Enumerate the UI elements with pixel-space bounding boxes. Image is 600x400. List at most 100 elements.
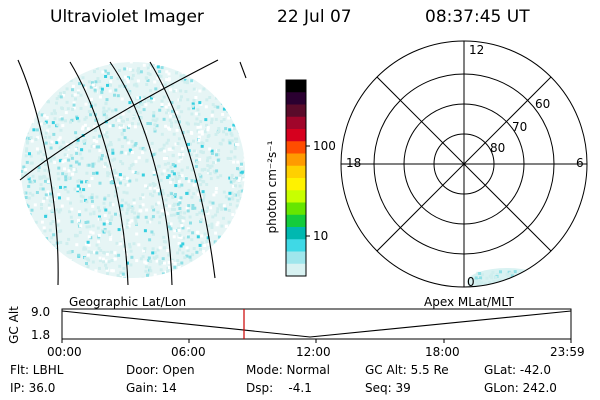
noise-pixel	[39, 233, 43, 236]
colorbar-cell	[286, 80, 306, 93]
noise-pixel	[74, 131, 78, 135]
noise-pixel	[114, 173, 118, 177]
noise-pixel	[120, 123, 124, 127]
noise-pixel	[146, 220, 150, 224]
noise-pixel	[88, 184, 91, 188]
noise-pixel	[37, 166, 41, 169]
noise-pixel	[21, 271, 24, 275]
noise-pixel	[218, 141, 222, 145]
noise-pixel	[21, 227, 25, 231]
noise-pixel	[232, 123, 236, 127]
noise-pixel	[50, 200, 54, 204]
noise-pixel	[243, 84, 245, 88]
noise-pixel	[152, 256, 156, 260]
noise-pixel	[93, 128, 97, 132]
noise-pixel	[129, 249, 133, 253]
noise-pixel	[147, 259, 151, 262]
noise-pixel	[229, 180, 233, 184]
noise-pixel	[134, 221, 138, 225]
noise-pixel	[144, 215, 148, 219]
noise-pixel	[222, 82, 226, 85]
noise-pixel	[170, 192, 174, 196]
colorbar-cell	[286, 141, 306, 155]
noise-pixel	[155, 124, 159, 128]
noise-pixel	[166, 193, 170, 197]
noise-pixel	[118, 84, 122, 88]
noise-pixel	[144, 269, 148, 273]
noise-pixel	[513, 270, 517, 274]
noise-pixel	[35, 191, 39, 194]
noise-pixel	[111, 124, 115, 128]
noise-pixel	[40, 113, 44, 117]
noise-pixel	[111, 158, 115, 162]
noise-pixel	[180, 183, 184, 187]
noise-pixel	[63, 269, 66, 273]
noise-pixel	[242, 85, 245, 89]
noise-pixel	[116, 178, 120, 182]
noise-pixel	[180, 268, 184, 272]
noise-pixel	[86, 272, 90, 276]
noise-pixel	[67, 158, 71, 162]
noise-pixel	[89, 113, 93, 117]
noise-pixel	[231, 238, 235, 242]
noise-pixel	[158, 108, 162, 112]
noise-pixel	[169, 165, 173, 169]
noise-pixel	[108, 233, 112, 237]
noise-pixel	[69, 142, 73, 146]
noise-pixel	[66, 251, 70, 255]
noise-pixel	[21, 121, 24, 125]
noise-pixel	[145, 76, 149, 80]
noise-pixel	[43, 229, 47, 233]
noise-pixel	[25, 129, 29, 133]
noise-pixel	[44, 131, 48, 135]
noise-pixel	[131, 206, 135, 210]
noise-pixel	[237, 82, 241, 86]
noise-pixel	[176, 279, 179, 282]
noise-pixel	[68, 210, 72, 214]
noise-pixel	[210, 223, 214, 227]
noise-pixel	[60, 106, 64, 110]
noise-pixel	[44, 193, 48, 197]
noise-pixel	[127, 126, 130, 130]
noise-pixel	[186, 166, 189, 170]
noise-pixel	[46, 190, 50, 194]
noise-pixel	[166, 176, 170, 179]
noise-pixel	[485, 276, 489, 280]
noise-pixel	[161, 272, 165, 276]
noise-pixel	[69, 215, 73, 219]
noise-pixel	[185, 79, 189, 83]
noise-pixel	[475, 279, 479, 283]
noise-pixel	[65, 87, 69, 91]
noise-pixel	[163, 149, 167, 153]
noise-pixel	[30, 180, 34, 184]
noise-pixel	[169, 88, 172, 92]
noise-pixel	[27, 251, 31, 255]
noise-pixel	[31, 242, 35, 246]
noise-pixel	[476, 271, 480, 275]
noise-pixel	[49, 195, 53, 199]
noise-pixel	[205, 240, 209, 243]
noise-pixel	[105, 145, 109, 149]
info-ip: IP: 36.0	[10, 381, 56, 395]
noise-pixel	[504, 280, 508, 284]
noise-pixel	[177, 159, 181, 163]
noise-pixel	[210, 151, 214, 155]
noise-pixel	[177, 228, 181, 232]
noise-pixel	[98, 256, 102, 260]
noise-pixel	[198, 125, 202, 129]
noise-pixel	[527, 276, 530, 280]
noise-pixel	[141, 146, 145, 150]
noise-pixel	[84, 126, 88, 130]
noise-pixel	[97, 240, 101, 244]
noise-pixel	[187, 149, 191, 153]
noise-pixel	[87, 80, 91, 84]
noise-pixel	[170, 170, 174, 174]
noise-pixel	[182, 236, 186, 240]
noise-pixel	[114, 88, 118, 92]
noise-pixel	[50, 236, 54, 240]
noise-pixel	[145, 186, 149, 190]
noise-pixel	[217, 235, 221, 239]
noise-pixel	[477, 279, 481, 282]
noise-pixel	[163, 261, 166, 265]
noise-pixel	[77, 119, 81, 123]
